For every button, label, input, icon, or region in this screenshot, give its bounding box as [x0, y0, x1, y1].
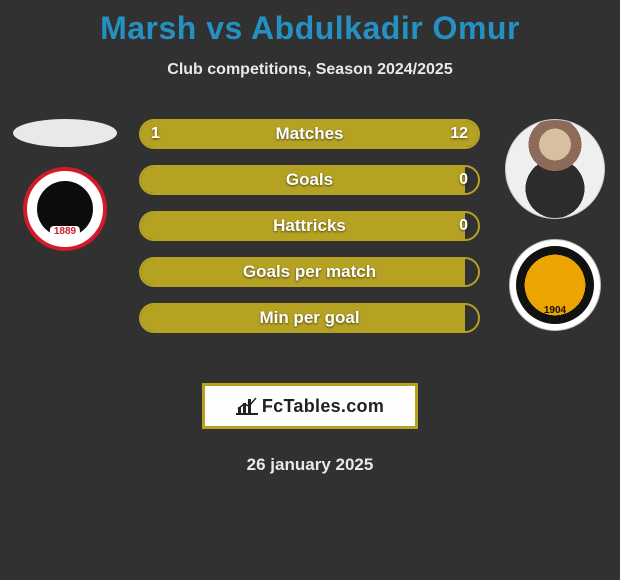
stat-label: Min per goal — [141, 305, 478, 331]
brand-text: FcTables.com — [262, 396, 384, 417]
stat-label: Goals per match — [141, 259, 478, 285]
stat-bar: Goals0 — [139, 165, 480, 195]
stat-bars: Matches112Goals0Hattricks0Goals per matc… — [139, 119, 480, 349]
stat-bar: Hattricks0 — [139, 211, 480, 241]
stat-value-right: 12 — [450, 121, 468, 147]
stat-value-left: 1 — [151, 121, 160, 147]
left-club-est: 1889 — [50, 226, 80, 237]
right-player-photo — [505, 119, 605, 219]
page-title: Marsh vs Abdulkadir Omur — [0, 0, 620, 47]
stat-bar: Matches1 12 — [139, 119, 480, 149]
right-club-badge: 1904 — [509, 239, 601, 331]
left-player-photo — [13, 119, 117, 147]
stat-bar: Min per goal — [139, 303, 480, 333]
stat-value-right: 0 — [459, 213, 468, 239]
stat-label: Hattricks — [141, 213, 478, 239]
brand-box: FcTables.com — [202, 383, 418, 429]
chart-icon — [236, 397, 258, 415]
date-line: 26 january 2025 — [0, 455, 620, 475]
left-club-badge: 1889 — [23, 167, 107, 251]
right-player-column: 1904 — [500, 119, 610, 331]
right-club-year: 1904 — [544, 305, 566, 316]
stat-label: Goals — [141, 167, 478, 193]
left-player-column: 1889 — [0, 119, 130, 251]
stat-value-right: 0 — [459, 167, 468, 193]
subtitle: Club competitions, Season 2024/2025 — [0, 61, 620, 79]
comparison-area: 1889 1904 Matches112Goals0Hattricks0Goal… — [0, 119, 620, 379]
stat-bar: Goals per match — [139, 257, 480, 287]
stat-label: Matches — [141, 121, 478, 147]
